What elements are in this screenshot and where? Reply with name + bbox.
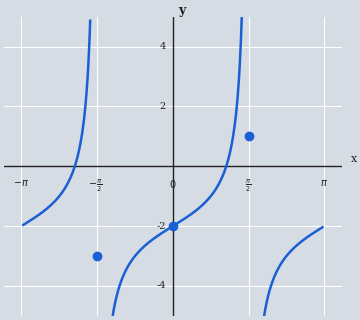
Text: $0$: $0$ bbox=[169, 178, 177, 190]
Text: -2: -2 bbox=[156, 221, 166, 231]
Text: $\pi$: $\pi$ bbox=[320, 178, 328, 188]
Text: $-\frac{\pi}{2}$: $-\frac{\pi}{2}$ bbox=[87, 177, 102, 194]
Text: 4: 4 bbox=[159, 42, 166, 51]
Text: y: y bbox=[178, 4, 185, 17]
Text: -4: -4 bbox=[156, 281, 166, 291]
Text: x: x bbox=[351, 154, 357, 164]
Text: 2: 2 bbox=[159, 102, 166, 111]
Text: $\frac{\pi}{2}$: $\frac{\pi}{2}$ bbox=[246, 177, 252, 194]
Text: $-\pi$: $-\pi$ bbox=[13, 178, 30, 188]
